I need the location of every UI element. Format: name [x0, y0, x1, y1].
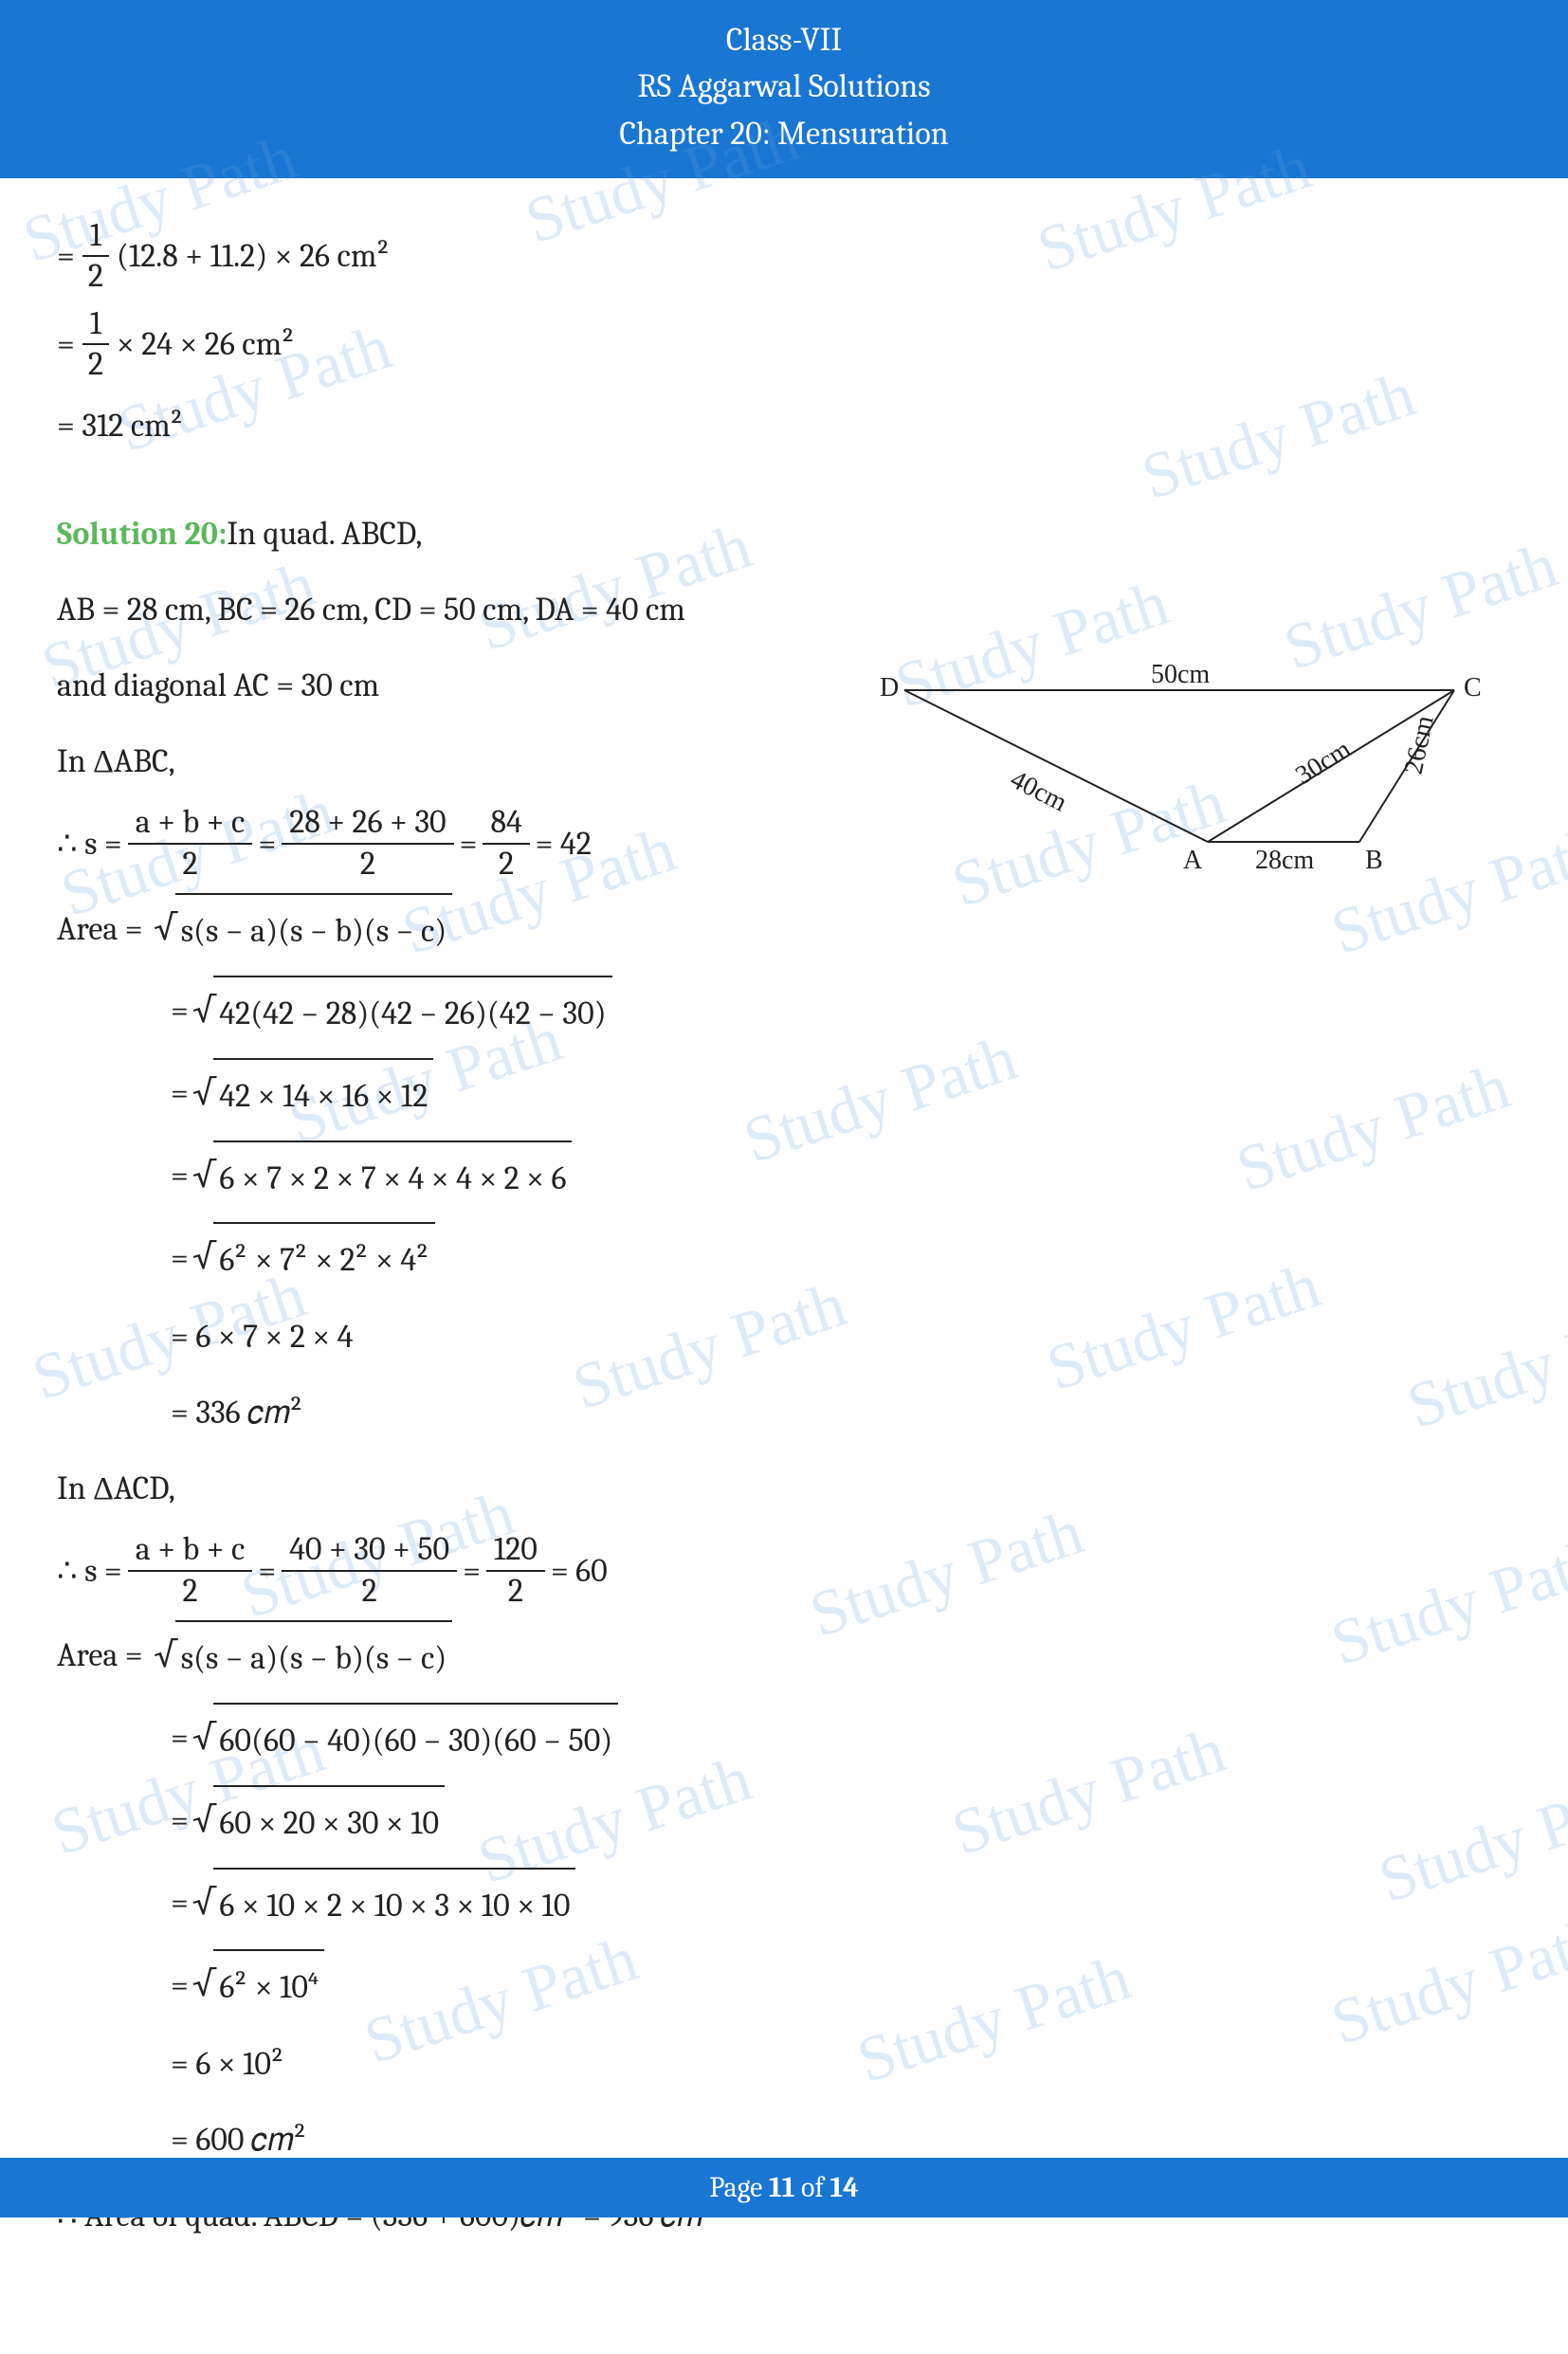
calc-step: = √6 × 7 × 2 × 7 × 4 × 4 × 2 × 6 [57, 1141, 1511, 1212]
quadrilateral-diagram: D C A B 50cm 40cm 30cm 26cm 28cm [866, 648, 1511, 894]
svg-text:D: D [880, 673, 899, 703]
calc-step: = √60 × 20 × 30 × 10 [57, 1785, 1511, 1856]
solution-label: Solution 20: [57, 502, 227, 566]
calc-result: = 6 × 10² [57, 2032, 1511, 2096]
in-acd: In ΔACD, [57, 1456, 1511, 1521]
solution-20-heading: Solution 20: In quad. ABCD, [57, 502, 1511, 566]
header-line-2: RS Aggarwal Solutions [0, 64, 1568, 110]
header-line-3: Chapter 20: Mensuration [0, 111, 1568, 157]
calc-step: = √6 × 10 × 2 × 10 × 3 × 10 × 10 [57, 1868, 1511, 1939]
calc-step: = √6² × 10⁴ [57, 1949, 1511, 2020]
eq-3: = 312 cm² [57, 393, 1511, 458]
calc-step: = √6² × 7² × 2² × 4² [57, 1222, 1511, 1293]
header-line-1: Class-VII [0, 17, 1568, 64]
svg-text:40cm: 40cm [1006, 765, 1072, 818]
svg-text:50cm: 50cm [1151, 660, 1210, 689]
page-header: Class-VII RS Aggarwal Solutions Chapter … [0, 0, 1568, 178]
calc-result: = 336 𝑐𝑚² [57, 1380, 1511, 1445]
eq-2: = 12 × 24 × 26 cm² [57, 306, 1511, 383]
svg-text:26cm: 26cm [1399, 713, 1440, 777]
page-footer: Page 11 of 14 [0, 2158, 1568, 2217]
svg-text:C: C [1464, 673, 1482, 703]
calc-step: = √42 × 14 × 16 × 12 [57, 1058, 1511, 1129]
svg-text:30cm: 30cm [1290, 734, 1356, 790]
page-content: = 12 (12.8 + 11.2) × 26 cm² = 12 × 24 × … [0, 178, 1568, 2354]
calc-step: = √60(60 − 40)(60 − 30)(60 − 50) [57, 1703, 1511, 1774]
svg-text:B: B [1365, 846, 1383, 875]
svg-text:A: A [1183, 846, 1203, 875]
area-acd-herons: Area = √s(s − a)(s − b)(s − c) [57, 1620, 1511, 1691]
calc-result: = 6 × 7 × 2 × 4 [57, 1305, 1511, 1369]
sides-line: AB = 28 cm, BC = 26 cm, CD = 50 cm, DA =… [57, 577, 1511, 642]
s-acd: ∴ s = a + b + c2 = 40 + 30 + 502 = 1202 … [57, 1532, 1511, 1609]
area-abc-herons: Area = √s(s − a)(s − b)(s − c) [57, 893, 1511, 964]
svg-text:28cm: 28cm [1255, 846, 1314, 875]
eq-1: = 12 (12.8 + 11.2) × 26 cm² [57, 218, 1511, 295]
calc-step: = √42(42 − 28)(42 − 26)(42 − 30) [57, 976, 1511, 1047]
